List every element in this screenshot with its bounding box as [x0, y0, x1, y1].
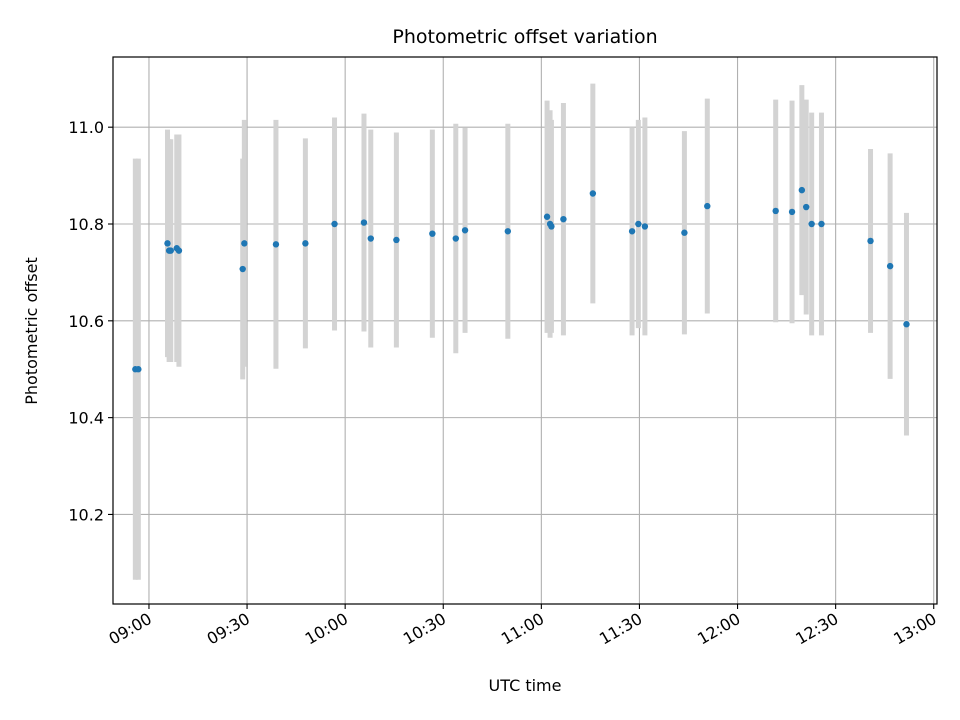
data-point — [635, 220, 642, 228]
chart-title: Photometric offset variation — [392, 26, 657, 48]
data-point — [175, 247, 183, 254]
plot-frame — [112, 56, 938, 605]
y-ticks: 10.2 10.4 10.6 10.8 11.0 — [68, 118, 113, 524]
data-point — [628, 228, 636, 235]
data-point — [589, 190, 597, 197]
data-point — [360, 219, 368, 226]
y-tick-label: 10.2 — [68, 505, 104, 524]
x-axis-label: UTC time — [489, 676, 562, 695]
data-point — [461, 227, 469, 234]
data-point — [543, 213, 551, 220]
data-point — [429, 230, 436, 237]
data-point — [818, 220, 825, 228]
data-point — [504, 228, 512, 235]
data-point — [272, 241, 280, 248]
data-point — [164, 240, 171, 247]
y-axis-label: Photometric offset — [22, 257, 41, 405]
y-tick-label: 10.8 — [68, 215, 104, 234]
data-point — [302, 240, 309, 247]
data-point — [241, 240, 248, 247]
data-point — [393, 236, 400, 244]
data-point — [704, 202, 711, 210]
grid — [113, 57, 937, 604]
data-point — [641, 223, 649, 230]
data-point — [548, 223, 555, 230]
data-points — [132, 186, 910, 373]
data-point — [798, 186, 806, 194]
data-point — [681, 229, 688, 236]
data-point — [367, 235, 374, 242]
data-point — [867, 237, 874, 245]
data-point — [808, 220, 815, 228]
y-tick-label: 10.6 — [68, 312, 104, 331]
data-point — [452, 235, 459, 242]
y-tick-label: 10.4 — [68, 409, 104, 428]
data-point — [788, 208, 796, 216]
data-point — [772, 207, 779, 215]
data-point — [560, 215, 567, 223]
data-point — [803, 203, 810, 211]
data-point — [886, 262, 894, 270]
data-point — [167, 247, 174, 254]
data-point — [135, 366, 142, 373]
data-point — [331, 220, 338, 228]
y-tick-label: 11.0 — [68, 118, 104, 137]
data-point — [239, 265, 246, 273]
data-point — [903, 321, 910, 328]
